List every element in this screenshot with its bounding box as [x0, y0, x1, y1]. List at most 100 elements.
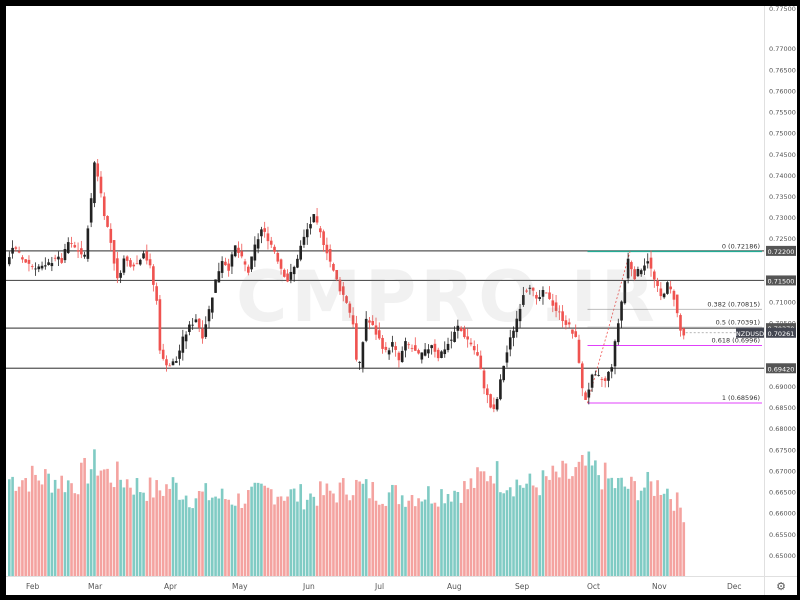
volume-bar [276, 496, 280, 576]
volume-bar [486, 481, 489, 576]
volume-bar [338, 482, 342, 576]
volume-bar [283, 500, 286, 576]
candle-body [358, 361, 361, 363]
time-axis-svg[interactable]: Feb Mar Apr May Jun Jul Aug Sep Oct Nov Dec [6, 577, 764, 595]
volume-bar [266, 487, 270, 576]
candle-body [345, 296, 348, 303]
candle-body [348, 303, 352, 313]
candle-body [184, 334, 188, 342]
price-tick-label: 0.66500 [769, 489, 796, 497]
volume-bar [371, 482, 375, 576]
volume-bar [256, 482, 260, 576]
candle-body [453, 331, 456, 342]
current-price-label: 0.70261 [768, 330, 795, 338]
candle-body [24, 259, 27, 263]
candle-body [430, 345, 433, 349]
time-tick-label: Mar [88, 582, 103, 591]
candle-body [371, 320, 375, 326]
candle-body [76, 250, 80, 252]
volume-bar [348, 500, 352, 576]
volume-bar [443, 503, 447, 576]
candle-body [224, 261, 227, 266]
volume-bar [666, 488, 669, 576]
candle-body [548, 292, 551, 299]
candle-body [178, 350, 181, 359]
price-tick-label: 0.67000 [769, 467, 796, 475]
price-chart-svg[interactable]: 0 (0.72186) 0.382 (0.70815) 0.5 (0.70391) 0… [6, 6, 764, 576]
candle-body [83, 254, 86, 257]
candle-body [194, 319, 198, 323]
candle-body [148, 259, 152, 266]
candle-body [286, 273, 289, 282]
volume-bar [76, 494, 80, 576]
candle-body [309, 224, 312, 229]
candle-body [531, 287, 535, 291]
candle-body [269, 240, 273, 245]
volume-bar [70, 483, 73, 576]
candle-body [341, 286, 345, 295]
candle-body [666, 282, 669, 294]
volume-bar [440, 489, 443, 576]
volume-bar [528, 473, 532, 576]
volume-bar [80, 462, 83, 576]
candle-body [590, 374, 594, 388]
volume-bar [220, 488, 224, 576]
volume-bar [607, 478, 610, 576]
candle-body [181, 336, 185, 353]
price-chart-area[interactable]: 0 (0.72186) 0.382 (0.70815) 0.5 (0.70391) 0… [6, 6, 764, 576]
volume-bar [132, 494, 136, 576]
volume-bar [466, 489, 469, 576]
candle-body [610, 367, 614, 372]
volume-bar [410, 495, 414, 576]
candle-body [207, 309, 211, 322]
volume-bar [93, 449, 96, 576]
volume-bar [636, 500, 640, 576]
volume-bar [463, 481, 466, 576]
volume-bar [679, 507, 682, 576]
volume-bar [96, 475, 100, 576]
candle-body [420, 352, 424, 360]
volume-bar [469, 478, 473, 576]
volume-bar [351, 495, 355, 576]
volume-bar [400, 495, 404, 576]
volume-bar [21, 480, 24, 576]
candle-body [243, 261, 247, 265]
volume-bar [413, 506, 417, 576]
candle-body [138, 259, 142, 265]
price-axis-svg[interactable]: 0.77000 0.76500 0.76000 0.75500 0.75000 0.745… [765, 5, 797, 576]
candle-body [607, 371, 610, 381]
time-axis[interactable]: Feb Mar Apr May Jun Jul Aug Sep Oct Nov Dec [6, 576, 764, 595]
volume-bar [233, 505, 237, 576]
volume-bar [305, 499, 309, 576]
volume-bar [273, 504, 276, 576]
candle-body [112, 240, 116, 264]
price-axis[interactable]: 0.77000 0.76500 0.76000 0.75500 0.75000 0.745… [764, 5, 797, 576]
candle-body [508, 337, 512, 350]
volume-bar [610, 477, 614, 576]
candle-body [675, 294, 679, 314]
gear-icon[interactable]: ⚙ [764, 576, 797, 595]
volume-bar [109, 482, 113, 576]
price-tick-label: 0.75000 [769, 130, 796, 138]
candle-body [446, 343, 450, 351]
candle-body [561, 311, 564, 322]
volume-bar [544, 476, 548, 576]
candle-body [384, 346, 388, 350]
volume-bar [580, 454, 584, 576]
candle-body [230, 254, 234, 267]
candle-body [253, 244, 257, 261]
volume-bar [269, 489, 273, 576]
level-badge-4 [766, 363, 796, 374]
candle-body [400, 350, 404, 362]
candle-body [528, 287, 532, 289]
candle-body [535, 294, 538, 299]
volume-bar [191, 508, 194, 576]
candle-body [11, 247, 14, 254]
volume-bar [459, 502, 463, 576]
volume-bar [135, 478, 139, 576]
candle-body [60, 258, 64, 263]
volume-bar [296, 501, 299, 576]
volume-bar [669, 499, 672, 576]
volume-bar [554, 471, 558, 576]
candle-body [427, 349, 430, 354]
